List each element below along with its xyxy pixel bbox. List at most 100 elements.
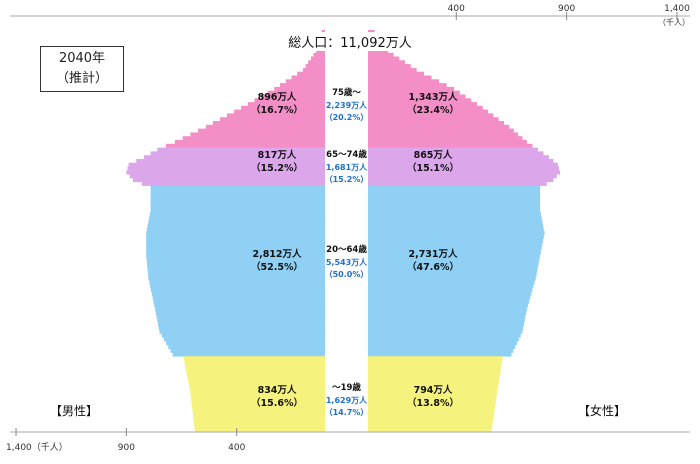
male-bar: [146, 238, 325, 243]
male-bar: [149, 212, 325, 217]
female-bar: [368, 79, 440, 84]
bottom-tick-label: 1,400（千人）: [6, 442, 68, 453]
female-bar: [368, 291, 532, 296]
total-pct-label: （20.2%）: [325, 112, 369, 122]
male-bar: [146, 257, 325, 262]
female-bar: [368, 306, 527, 311]
female-bar: [368, 155, 549, 160]
male-bar: [182, 136, 325, 141]
male-bar: [191, 401, 325, 406]
female-bar: [368, 147, 538, 152]
female-bar: [368, 124, 510, 129]
male-bar: [205, 124, 325, 129]
female-bar: [368, 136, 523, 141]
female-bar: [368, 132, 519, 137]
male-bar: [194, 428, 325, 433]
male-bar: [280, 83, 325, 88]
bottom-tick-label: 900: [118, 443, 135, 453]
female-bar: [368, 390, 498, 395]
male-bar: [150, 189, 325, 194]
total-value-label: 5,543万人: [326, 257, 368, 267]
female-bar: [368, 375, 500, 380]
female-bar: [368, 117, 499, 122]
male-bar: [150, 193, 325, 198]
female-pct-label: （23.4%）: [407, 104, 459, 116]
male-bar: [192, 405, 325, 410]
male-bar: [136, 158, 325, 164]
male-bar: [192, 409, 325, 414]
male-pct-label: （15.2%）: [251, 162, 303, 174]
male-bar: [184, 359, 325, 365]
female-bar: [368, 367, 501, 372]
female-value-label: 865万人: [414, 149, 453, 161]
female-bar: [368, 250, 541, 255]
male-bar: [150, 287, 325, 293]
male-bar: [152, 295, 325, 300]
female-bar: [368, 386, 498, 391]
female-bar: [368, 409, 495, 414]
male-bar: [144, 155, 325, 160]
female-bar: [368, 303, 528, 308]
male-bar: [261, 94, 325, 99]
female-bar: [368, 318, 525, 323]
male-bar: [285, 79, 325, 84]
female-bar: [368, 128, 514, 133]
female-bar: [368, 295, 531, 300]
male-bar: [151, 291, 325, 296]
male-bar: [170, 348, 325, 353]
female-bar: [368, 49, 388, 54]
male-bar: [146, 250, 325, 255]
female-label: 【女性】: [578, 404, 627, 418]
male-bar: [219, 117, 325, 122]
total-value-label: 1,681万人: [326, 162, 368, 172]
male-bar: [146, 246, 325, 251]
female-bar: [368, 109, 489, 114]
male-bar: [147, 261, 325, 266]
female-bar: [368, 113, 494, 118]
female-bar: [368, 238, 544, 243]
male-bar: [141, 181, 325, 186]
male-bar: [147, 268, 325, 274]
female-bar: [368, 227, 544, 232]
female-bar: [368, 280, 535, 285]
female-bar: [368, 223, 544, 228]
male-bar: [186, 371, 325, 376]
male-bar: [190, 132, 325, 137]
female-bar: [368, 196, 541, 202]
total-value-label: 2,239万人: [326, 100, 368, 110]
top-unit-label: （千人）: [658, 17, 690, 27]
female-bar: [368, 341, 517, 346]
male-pct-label: （15.6%）: [251, 397, 303, 409]
male-bar: [241, 105, 325, 110]
female-bar: [368, 325, 524, 330]
female-pct-label: （47.6%）: [407, 261, 459, 273]
male-bar: [166, 341, 325, 346]
female-bar: [368, 333, 521, 338]
male-bar: [297, 71, 325, 76]
female-bar: [368, 242, 543, 247]
male-pct-label: （52.5%）: [251, 261, 303, 273]
female-bar: [368, 185, 541, 190]
male-bar: [127, 166, 325, 171]
male-bar: [190, 390, 325, 395]
female-bar: [368, 102, 477, 107]
age-group-label: ～19歳: [332, 382, 361, 393]
male-bar: [310, 56, 325, 61]
female-bar: [368, 151, 544, 156]
male-bar: [247, 102, 325, 107]
male-bar: [148, 219, 325, 224]
male-bar: [150, 204, 325, 209]
female-bar: [368, 299, 530, 304]
female-bar: [368, 60, 406, 65]
bottom-tick-label: 400: [228, 443, 245, 453]
female-bar: [368, 276, 536, 281]
female-bar: [368, 143, 533, 148]
top-tick-label: 400: [448, 4, 465, 14]
male-bar: [150, 208, 325, 213]
female-bar: [368, 261, 539, 266]
female-bar: [368, 344, 516, 349]
male-bar: [158, 322, 325, 327]
top-tick-label: 900: [558, 4, 575, 14]
male-bar: [185, 363, 325, 368]
female-bar: [368, 64, 411, 69]
